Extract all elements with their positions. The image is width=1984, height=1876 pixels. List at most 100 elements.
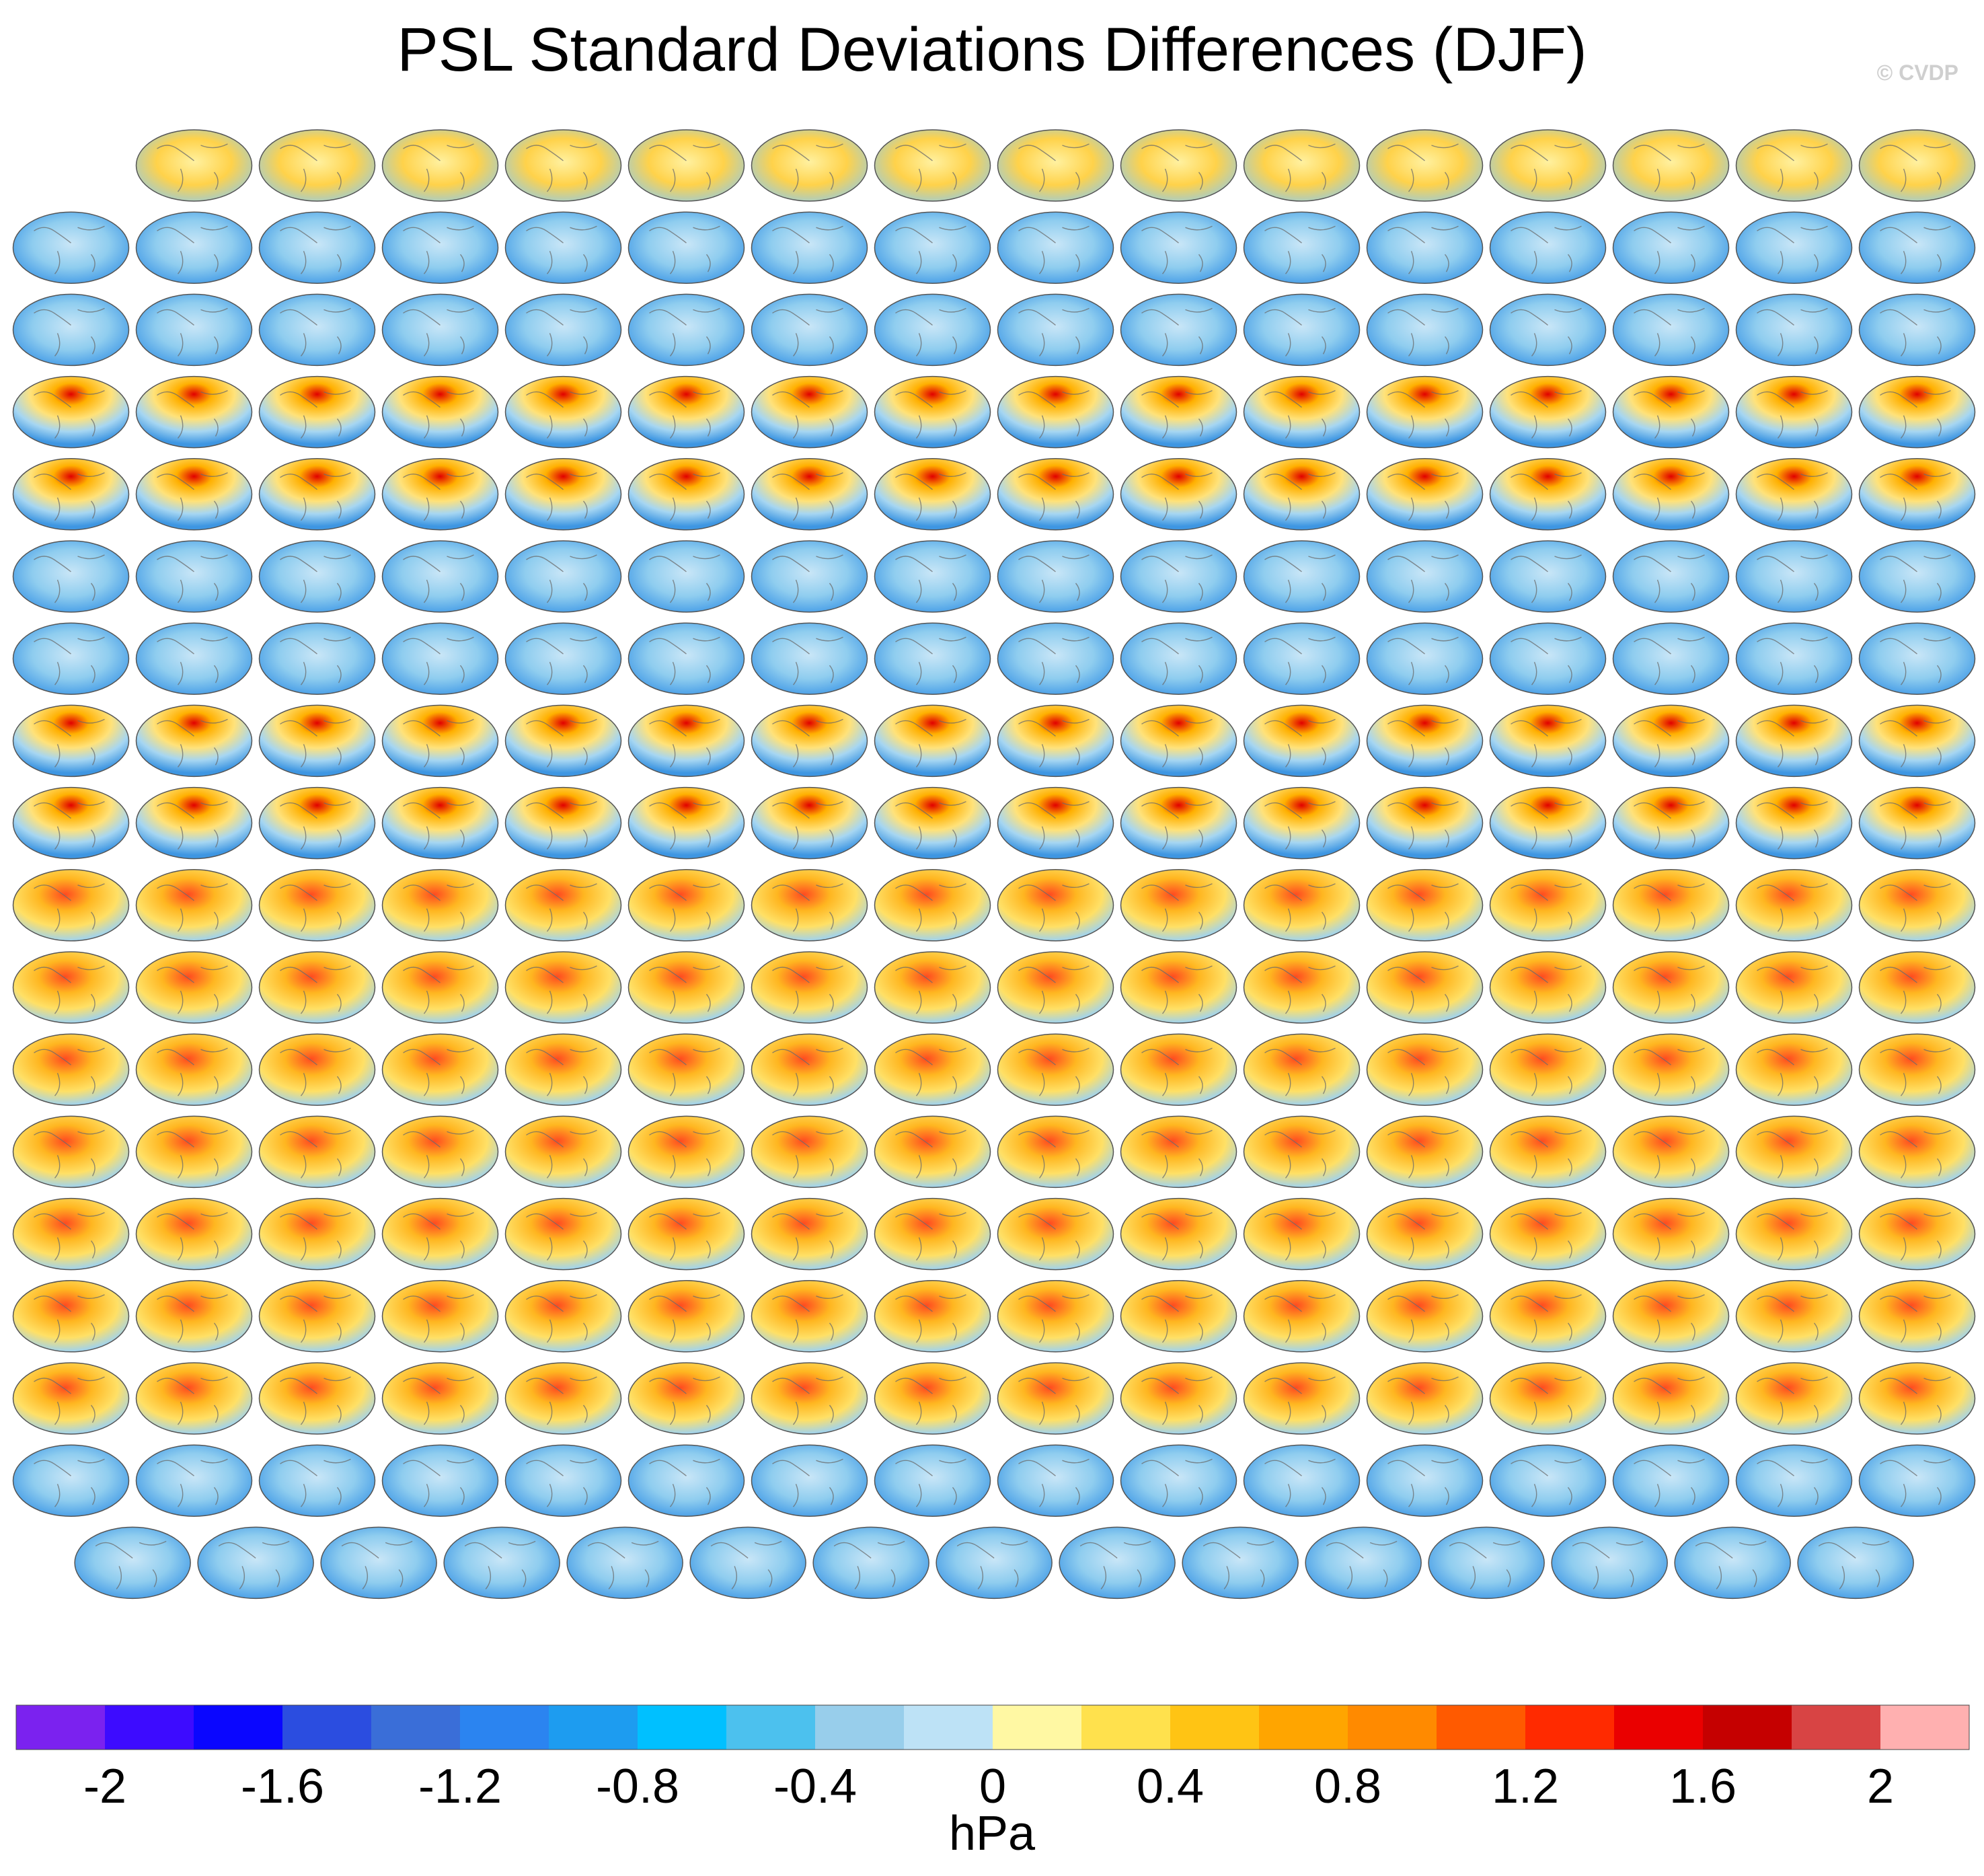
- map-panel: [381, 1362, 499, 1435]
- map-panel: [381, 951, 499, 1024]
- map-panel: [1243, 1115, 1361, 1189]
- map-panel: [135, 704, 253, 778]
- map-panel: [627, 1444, 745, 1517]
- map-panel: [874, 1197, 991, 1271]
- map-panel: [1243, 129, 1361, 202]
- map-panel: [1489, 293, 1607, 367]
- map-panel: [1489, 951, 1607, 1024]
- map-panel: [1489, 458, 1607, 531]
- colorbar-box: [638, 1705, 727, 1750]
- map-panel: [258, 869, 376, 942]
- map-panel: [381, 786, 499, 860]
- map-panel: [258, 622, 376, 695]
- map-panel: [381, 458, 499, 531]
- map-panel: [381, 129, 499, 202]
- map-panel: [1120, 1197, 1237, 1271]
- colorbar-unit-label: hPa: [949, 1807, 1036, 1861]
- colorbar-box: [815, 1705, 905, 1750]
- map-panel: [504, 1197, 622, 1271]
- map-panel: [1735, 1362, 1853, 1435]
- map-panel: [627, 786, 745, 860]
- map-panel: [874, 458, 991, 531]
- map-panel: [1858, 869, 1976, 942]
- map-panel: [874, 1362, 991, 1435]
- chart-title: PSL Standard Deviations Differences (DJF…: [397, 15, 1587, 84]
- map-panel: [197, 1526, 314, 1600]
- map-panel: [504, 293, 622, 367]
- map-panel: [504, 786, 622, 860]
- map-panel: [627, 1280, 745, 1353]
- map-panel: [1735, 211, 1853, 284]
- map-panel: [812, 1526, 929, 1600]
- map-panel: [504, 951, 622, 1024]
- map-panel: [1243, 375, 1361, 449]
- map-panel: [997, 869, 1114, 942]
- map-panel: [504, 704, 622, 778]
- map-panel: [751, 540, 868, 613]
- map-panel: [997, 458, 1114, 531]
- map-panel: [627, 1197, 745, 1271]
- map-panel: [1120, 1444, 1237, 1517]
- map-panel: [874, 1444, 991, 1517]
- map-panel: [1858, 293, 1976, 367]
- map-panel: [12, 704, 130, 778]
- map-panel: [1489, 375, 1607, 449]
- map-panel: [627, 211, 745, 284]
- map-panel: [1059, 1526, 1176, 1600]
- map-panel: [1551, 1526, 1668, 1600]
- map-panel: [936, 1526, 1053, 1600]
- map-panel: [135, 1033, 253, 1106]
- map-panel: [751, 704, 868, 778]
- map-panel: [751, 1115, 868, 1189]
- map-panel: [504, 211, 622, 284]
- map-panel: [381, 622, 499, 695]
- map-panel: [12, 786, 130, 860]
- map-panel: [751, 869, 868, 942]
- map-panel: [1366, 540, 1484, 613]
- colorbar-box: [1614, 1705, 1704, 1750]
- map-panel: [627, 1033, 745, 1106]
- map-panel: [751, 1197, 868, 1271]
- map-panel: [135, 1115, 253, 1189]
- map-panel: [504, 540, 622, 613]
- map-panel: [381, 293, 499, 367]
- map-panel: [997, 786, 1114, 860]
- map-panel: [874, 704, 991, 778]
- map-panel: [135, 622, 253, 695]
- map-panel: [381, 1280, 499, 1353]
- map-panel: [1243, 458, 1361, 531]
- map-panel: [874, 1115, 991, 1189]
- map-panel: [997, 1033, 1114, 1106]
- colorbar-box: [549, 1705, 638, 1750]
- map-panel: [1612, 375, 1730, 449]
- map-panel: [1735, 129, 1853, 202]
- map-panel: [874, 869, 991, 942]
- map-panel: [997, 1362, 1114, 1435]
- map-panel: [12, 869, 130, 942]
- map-panel: [1735, 622, 1853, 695]
- map-panel: [874, 1033, 991, 1106]
- map-panel: [1120, 786, 1237, 860]
- map-panel: [751, 293, 868, 367]
- map-panel: [1612, 622, 1730, 695]
- map-panel: [1489, 704, 1607, 778]
- map-panel: [381, 704, 499, 778]
- map-panel: [12, 951, 130, 1024]
- map-panel: [258, 951, 376, 1024]
- map-panel: [1858, 1444, 1976, 1517]
- cvdp-credit: © CVDP: [1876, 61, 1958, 85]
- map-panel: [258, 129, 376, 202]
- map-panel: [1243, 704, 1361, 778]
- map-panel: [258, 1115, 376, 1189]
- map-panel: [1366, 786, 1484, 860]
- map-panel: [381, 1197, 499, 1271]
- map-panel: [997, 622, 1114, 695]
- map-panel: [135, 1197, 253, 1271]
- map-panel: [504, 1444, 622, 1517]
- map-panel: [751, 1444, 868, 1517]
- map-panel: [1735, 458, 1853, 531]
- map-panel: [135, 1280, 253, 1353]
- map-panel: [1858, 951, 1976, 1024]
- map-panel: [1735, 786, 1853, 860]
- map-panel: [1858, 375, 1976, 449]
